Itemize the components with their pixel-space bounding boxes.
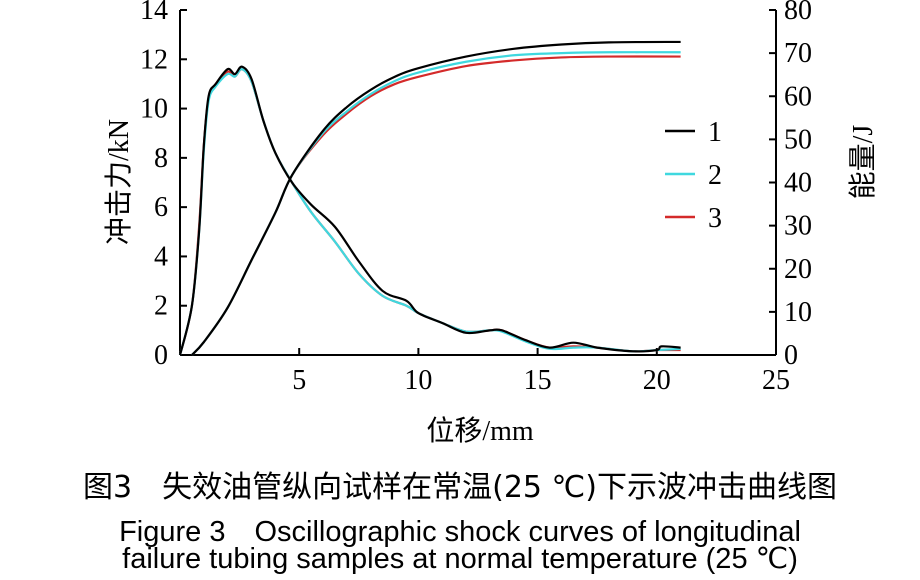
legend-label-1: 1 [708, 117, 722, 148]
legend-label-2: 2 [708, 160, 722, 191]
y-right-tick-label: 80 [784, 0, 812, 26]
chart: 5 10 15 20 250246810121401020304050607080位移/… [103, 0, 879, 447]
x-tick-label: 25 [762, 365, 790, 396]
energy-line-series-3 [191, 55, 681, 356]
y-left-tick-label: 6 [154, 192, 168, 223]
force-line-series-3 [178, 68, 681, 356]
x-tick-label: 5 [292, 365, 306, 396]
y-right-axis-label: 能量/J [847, 125, 879, 200]
y-left-tick-label: 10 [140, 94, 168, 125]
y-left-tick-label: 4 [154, 241, 168, 272]
x-tick-label: 15 [524, 365, 552, 396]
y-left-tick-label: 0 [154, 340, 168, 371]
y-right-tick-label: 10 [784, 297, 812, 328]
y-left-tick-label: 14 [140, 0, 168, 26]
x-tick-label: 20 [643, 365, 671, 396]
x-axis-label: 位移/mm [426, 415, 534, 447]
force-line-series-1 [178, 65, 681, 356]
caption-chinese: 图3 失效油管纵向试样在常温(25 ℃)下示波冲击曲线图 [83, 470, 837, 505]
y-right-tick-label: 60 [784, 81, 812, 112]
energy-line-series-2 [191, 51, 681, 356]
y-right-tick-label: 0 [784, 340, 798, 371]
x-tick-label: 10 [404, 365, 432, 396]
y-left-axis-label: 冲击力/kN [103, 119, 135, 245]
y-right-tick-label: 40 [784, 168, 812, 199]
y-left-tick-label: 8 [154, 143, 168, 174]
y-left-tick-label: 2 [154, 291, 168, 322]
y-right-tick-label: 70 [784, 38, 812, 69]
force-line-series-2 [178, 68, 681, 356]
caption-english-line1: Figure 3 Oscillographic shock curves of … [119, 516, 801, 548]
y-right-tick-label: 20 [784, 254, 812, 285]
y-left-tick-label: 12 [140, 44, 168, 75]
caption-english-line2: failure tubing samples at normal tempera… [122, 543, 798, 575]
y-right-tick-label: 50 [784, 124, 812, 155]
y-right-tick-label: 30 [784, 211, 812, 242]
energy-line-series-1 [191, 40, 681, 356]
legend-label-3: 3 [708, 203, 722, 234]
